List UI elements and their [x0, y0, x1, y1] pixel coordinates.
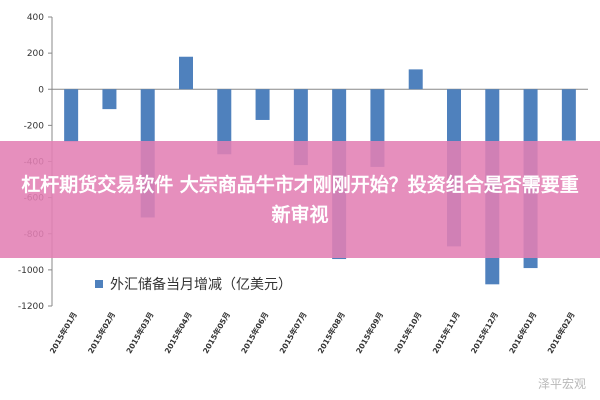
x-tick-label: 2015年12月 [468, 310, 500, 355]
x-tick-label: 2015年06月 [238, 310, 270, 355]
legend-label: 外汇储备当月增减（亿美元） [110, 276, 292, 293]
watermark-text: 泽平宏观 [537, 377, 586, 391]
y-tick-label: -1200 [18, 302, 44, 312]
bar [64, 89, 79, 142]
x-tick-label: 2015年08月 [315, 310, 347, 355]
y-tick-label: 0 [38, 85, 44, 95]
x-tick-label: 2015年03月 [124, 310, 156, 355]
x-axis: 2015年01月 2015年02月 2015年03月 2015年04月 2015年05月… [47, 310, 577, 355]
headline-text: 杠杆期货交易软件 大宗商品牛市才刚刚开始？投资组合是否需要重新审视 [21, 173, 579, 226]
bar [217, 89, 232, 155]
y-tick-label: -200 [24, 121, 45, 131]
y-tick-label: -1000 [18, 266, 44, 276]
y-tick-label: 400 [27, 13, 44, 23]
bar [102, 89, 117, 110]
x-tick-label: 2015年07月 [277, 310, 309, 355]
x-tick-label: 2015年02月 [85, 310, 117, 355]
x-tick-label: 2016年02月 [545, 310, 577, 355]
x-tick-label: 2015年11月 [430, 310, 462, 355]
x-tick-label: 2015年04月 [162, 310, 194, 355]
watermark: 泽平宏观 [538, 375, 586, 392]
bar [408, 69, 423, 90]
bar [561, 89, 576, 141]
x-tick-label: 2016年01月 [506, 310, 538, 355]
bar [255, 89, 270, 120]
x-tick-label: 2015年09月 [353, 310, 385, 355]
bar [179, 56, 193, 90]
x-tick-label: 2015年01月 [47, 310, 79, 355]
x-tick-label: 2015年10月 [392, 310, 424, 355]
legend-swatch [95, 280, 103, 288]
legend: 外汇储备当月增减（亿美元） [95, 276, 292, 293]
y-tick-label: 200 [27, 49, 44, 59]
x-tick-label: 2015年05月 [200, 310, 232, 355]
headline-banner: 杠杆期货交易软件 大宗商品牛市才刚刚开始？投资组合是否需要重新审视 [0, 141, 600, 258]
